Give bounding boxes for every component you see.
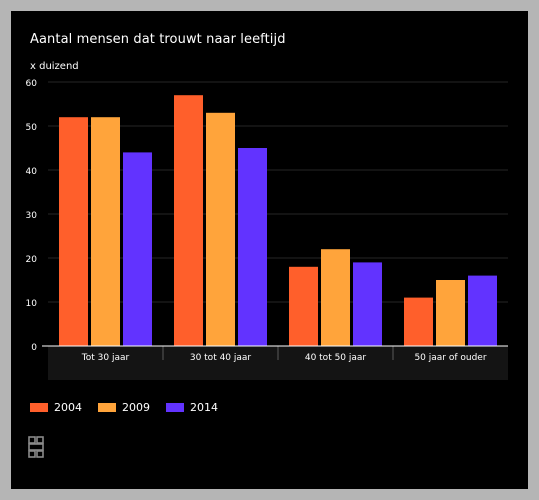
- legend-swatch: [30, 403, 48, 412]
- y-tick-label: 10: [26, 299, 38, 309]
- bar-2014-3: [353, 262, 382, 346]
- legend-item-2014: 2014: [166, 401, 218, 414]
- y-tick-label: 50: [26, 123, 38, 133]
- y-tick-label: 40: [26, 167, 38, 177]
- bar-2014-4: [468, 275, 497, 346]
- legend-item-2004: 2004: [30, 401, 82, 414]
- legend-label: 2009: [122, 401, 150, 414]
- bar-2004-1: [59, 117, 88, 346]
- legend-label: 2014: [190, 401, 218, 414]
- legend-item-2009: 2009: [98, 401, 150, 414]
- legend-swatch: [166, 403, 184, 412]
- y-tick-label: 20: [26, 255, 38, 265]
- bar-2009-1: [91, 117, 120, 346]
- bar-2009-3: [321, 249, 350, 346]
- cbs-logo-icon: [28, 436, 44, 462]
- x-tick-label: Tot 30 jaar: [81, 353, 130, 363]
- legend-swatch: [98, 403, 116, 412]
- y-tick-label: 30: [26, 211, 38, 221]
- bar-2004-2: [174, 95, 203, 346]
- bar-2009-4: [436, 280, 465, 346]
- y-tick-label: 60: [26, 79, 38, 89]
- y-tick-label: 0: [31, 343, 37, 353]
- bar-2014-2: [238, 148, 267, 346]
- bar-2004-4: [404, 297, 433, 346]
- x-tick-label: 40 tot 50 jaar: [305, 353, 367, 363]
- chart-legend: 2004 2009 2014: [30, 401, 218, 414]
- legend-label: 2004: [54, 401, 82, 414]
- x-tick-label: 30 tot 40 jaar: [190, 353, 252, 363]
- bar-2014-1: [123, 152, 152, 346]
- bar-2009-2: [206, 112, 235, 346]
- chart-title: Aantal mensen dat trouwt naar leeftijd: [30, 32, 286, 47]
- y-axis-unit-label: x duizend: [30, 61, 79, 72]
- x-tick-label: 50 jaar of ouder: [414, 353, 486, 363]
- bar-2004-3: [289, 266, 318, 346]
